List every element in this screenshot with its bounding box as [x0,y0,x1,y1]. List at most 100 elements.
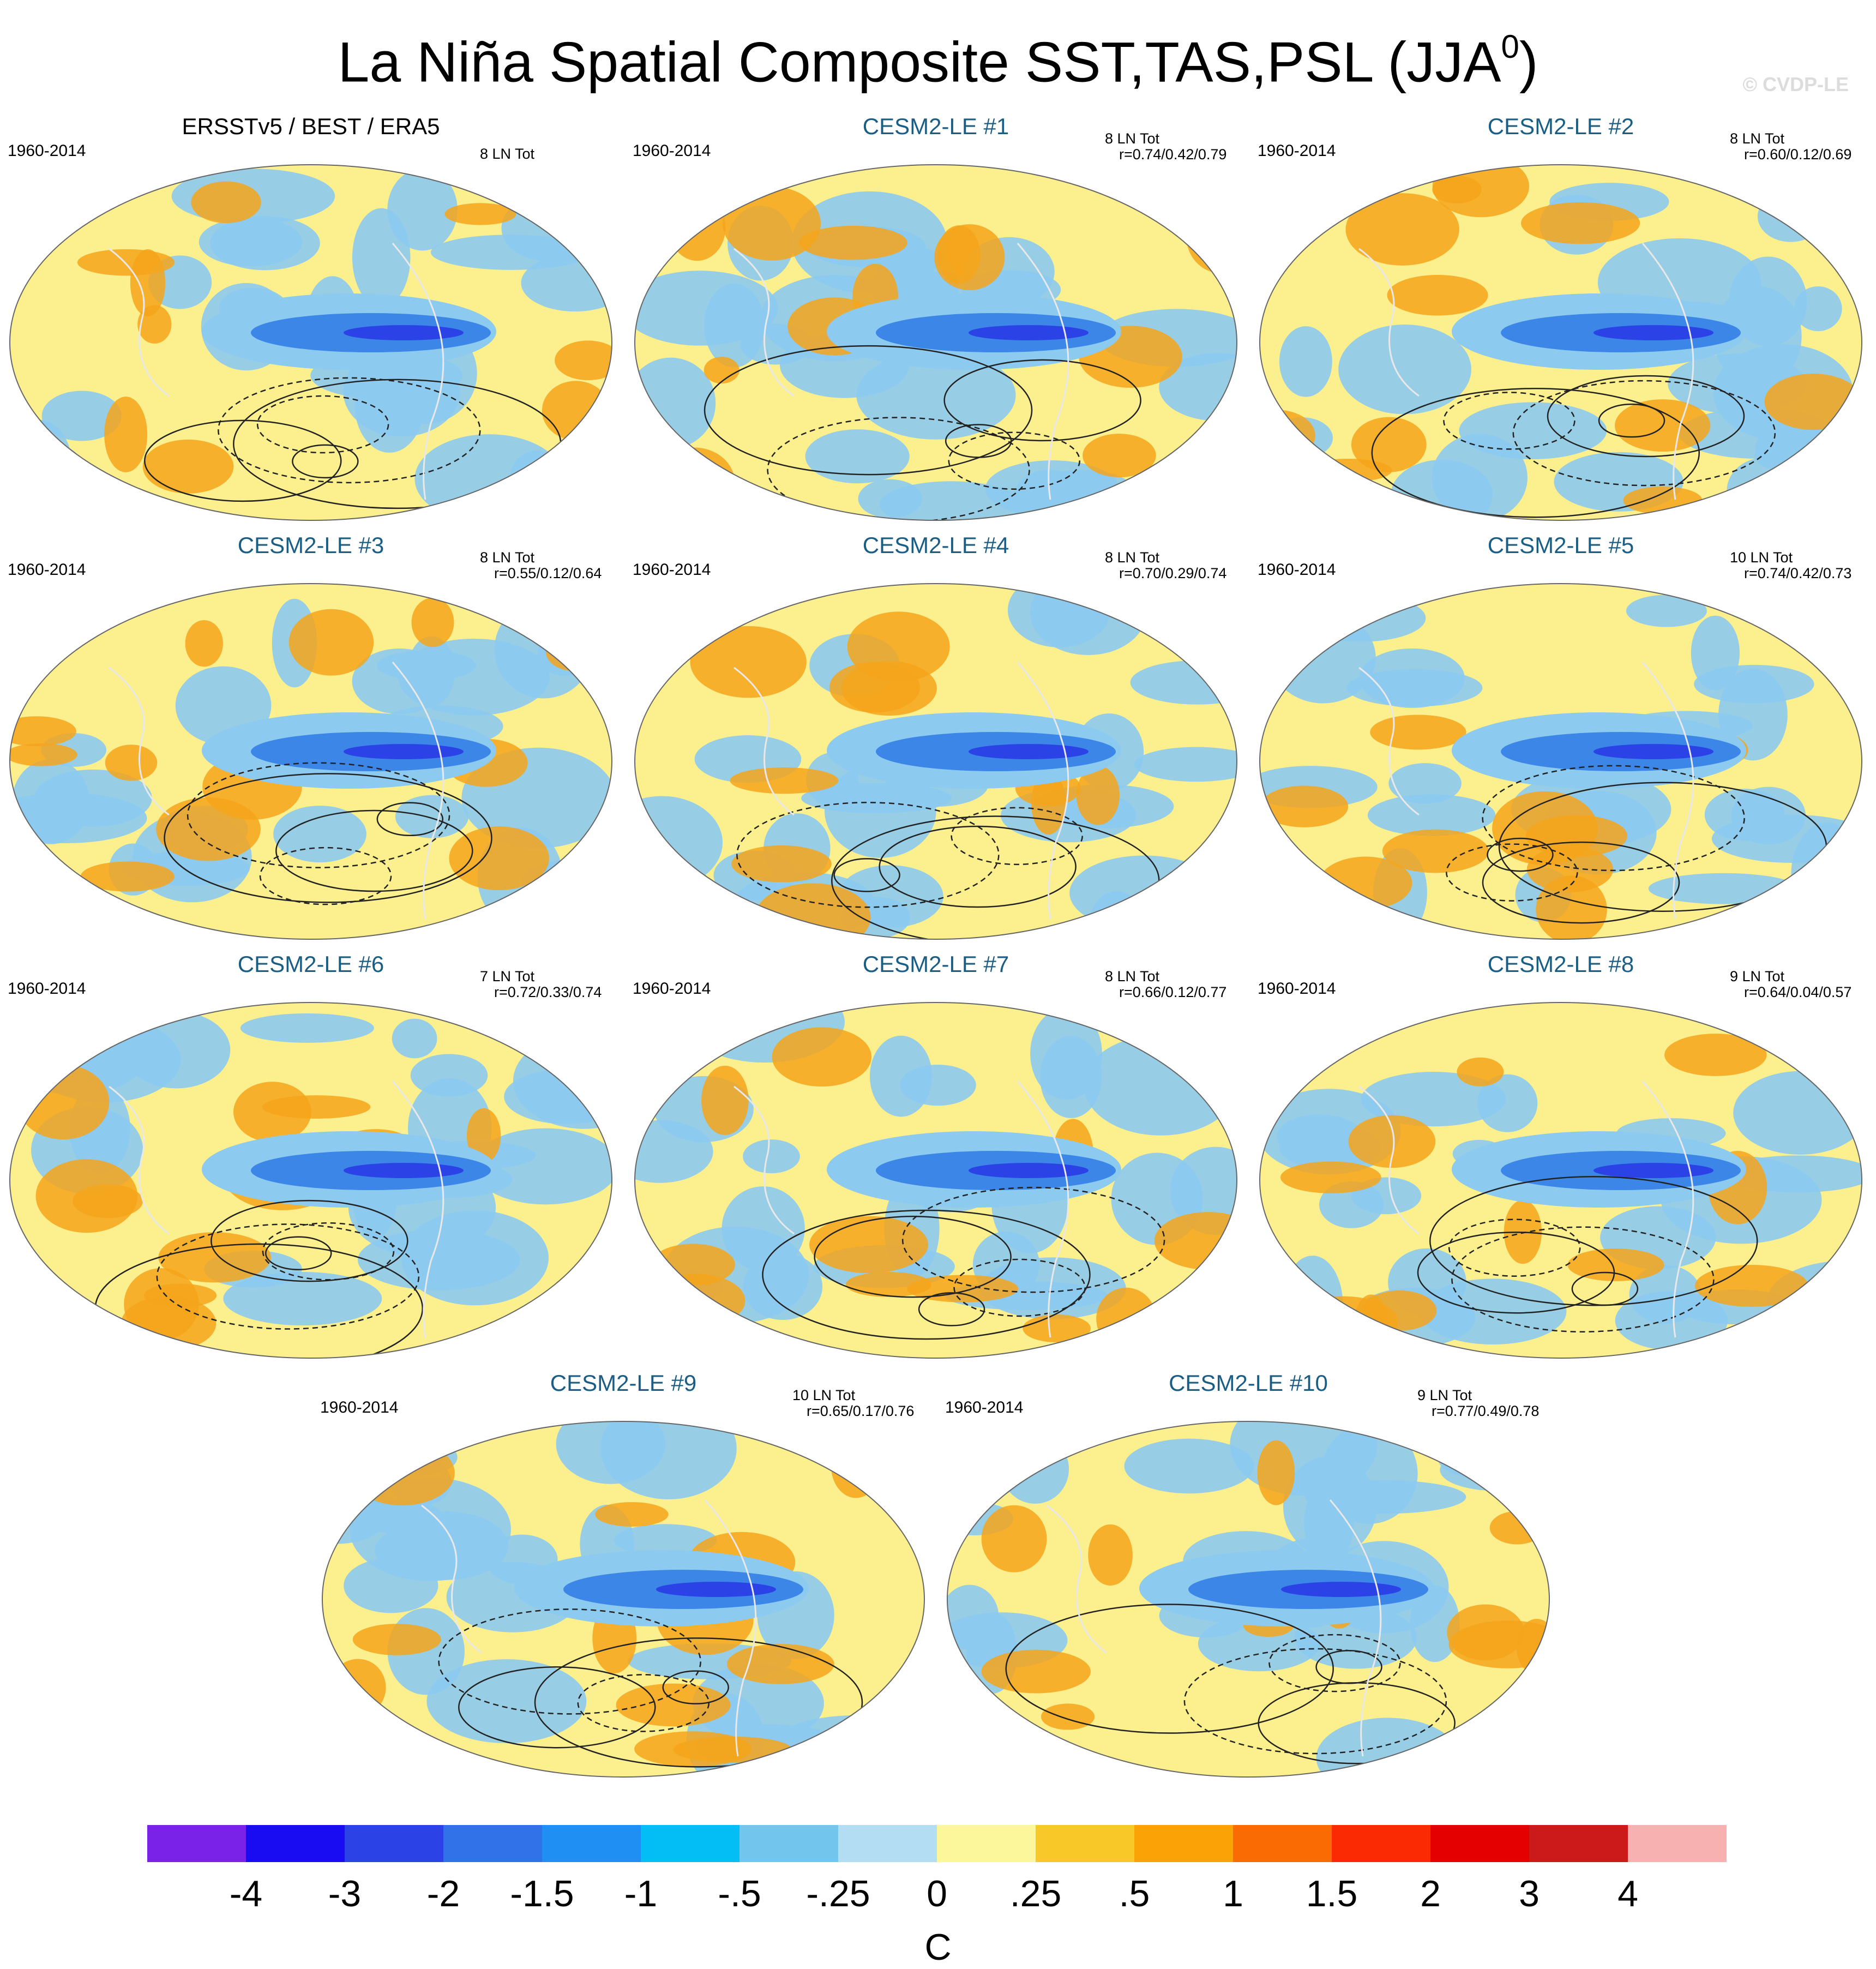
pattern-correlation: r=0.74/0.42/0.79 [1119,146,1227,163]
event-count: 10 LN Tot [1730,549,1793,566]
figure-title-superscript: 0 [1501,28,1519,65]
colorbar-tick-label: -4 [229,1873,263,1914]
panel-title: CESM2-LE #8 [1487,951,1634,977]
panel-stats: 8 LN Tot r=0.66/0.12/0.77 [1105,969,1226,1000]
event-count: 8 LN Tot [1730,130,1785,147]
colorbar-tick-label: -2 [426,1873,460,1914]
watermark: © CVDP-LE [1742,73,1849,95]
panel-title: CESM2-LE #2 [1487,113,1634,139]
panel-period: 1960-2014 [1258,980,1336,998]
event-count: 9 LN Tot [1730,968,1785,984]
colorbar-tick-label: -1 [624,1873,658,1914]
colorbar-segment [443,1825,542,1862]
colorbar-segment [1134,1825,1233,1862]
panel-title: CESM2-LE #5 [1487,532,1634,558]
colorbar-segment [246,1825,345,1862]
event-count: 8 LN Tot [1105,968,1160,984]
panel-title: CESM2-LE #7 [862,951,1009,977]
panel-period: 1960-2014 [945,1398,1024,1416]
panel-stats: 7 LN Tot r=0.72/0.33/0.74 [480,969,602,1000]
pattern-correlation: r=0.77/0.49/0.78 [1432,1403,1540,1419]
map-panel: CESM2-LE #2 1960-2014 8 LN Tot r=0.60/0.12/… [1250,112,1872,527]
globe-map [9,164,612,521]
colorbar-tick-label: 1 [1223,1873,1243,1914]
globe-map [634,164,1237,521]
globe-map [1259,583,1862,940]
colorbar-segment [1430,1825,1529,1862]
colorbar-segment [838,1825,937,1862]
map-panel: ERSSTv5 / BEST / ERA5 1960-2014 8 LN Tot [0,112,622,527]
colorbar-segment [641,1825,739,1862]
colorbar-segment [147,1825,246,1862]
colorbar-tick-label: .25 [1009,1873,1062,1914]
pattern-correlation: r=0.65/0.17/0.76 [807,1403,915,1419]
panel-stats: 9 LN Tot r=0.64/0.04/0.57 [1730,969,1851,1000]
map-panel: CESM2-LE #4 1960-2014 8 LN Tot r=0.70/0.29/… [625,531,1247,946]
pattern-correlation: r=0.70/0.29/0.74 [1119,565,1227,581]
panel-stats: 8 LN Tot r=0.70/0.29/0.74 [1105,550,1226,581]
colorbar-segment [937,1825,1036,1862]
panel-period: 1960-2014 [8,142,86,160]
panel-period: 1960-2014 [1258,561,1336,579]
panel-period: 1960-2014 [320,1398,399,1416]
panel-title: CESM2-LE #1 [862,113,1009,139]
pattern-correlation: r=0.64/0.04/0.57 [1744,984,1852,1000]
map-panel: CESM2-LE #5 1960-2014 10 LN Tot r=0.74/0.42… [1250,531,1872,946]
colorbar-tick-label: 2 [1420,1873,1441,1914]
event-count: 7 LN Tot [480,968,535,984]
panel-title: CESM2-LE #4 [862,532,1009,558]
panel-stats: 9 LN Tot r=0.77/0.49/0.78 [1417,1388,1539,1419]
pattern-correlation: r=0.60/0.12/0.69 [1744,146,1852,163]
globe-map [634,1002,1237,1359]
colorbar-units: C [924,1926,952,1968]
colorbar-tick-label: 1.5 [1306,1873,1358,1914]
panel-title: CESM2-LE #10 [1169,1370,1328,1396]
colorbar-segment [1036,1825,1134,1862]
panel-title: CESM2-LE #6 [237,951,384,977]
map-panel: CESM2-LE #1 1960-2014 8 LN Tot r=0.74/0.42/… [625,112,1247,527]
panel-period: 1960-2014 [8,980,86,998]
colorbar-tick-label: 3 [1519,1873,1540,1914]
globe-map [634,583,1237,940]
map-panel: CESM2-LE #10 1960-2014 9 LN Tot r=0.77/0.49… [937,1369,1559,1784]
colorbar-segment [1628,1825,1727,1862]
globe-map [9,583,612,940]
panel-period: 1960-2014 [633,561,711,579]
panel-stats: 8 LN Tot r=0.74/0.42/0.79 [1105,131,1226,163]
event-count: 8 LN Tot [480,549,535,566]
event-count: 8 LN Tot [480,146,535,162]
colorbar-tick-label: .5 [1119,1873,1150,1914]
colorbar-tick-label: 0 [927,1873,947,1914]
colorbar-tick-label: -.5 [718,1873,761,1914]
panel-stats: 8 LN Tot [480,131,534,162]
panel-stats: 8 LN Tot r=0.55/0.12/0.64 [480,550,602,581]
globe-map [1259,164,1862,521]
panel-period: 1960-2014 [8,561,86,579]
colorbar-tick-label: 4 [1618,1873,1638,1914]
globe-map [322,1421,925,1778]
pattern-correlation: r=0.66/0.12/0.77 [1119,984,1227,1000]
pattern-correlation: r=0.55/0.12/0.64 [494,565,602,581]
globe-map [1259,1002,1862,1359]
panel-stats: 8 LN Tot r=0.60/0.12/0.69 [1730,131,1851,163]
colorbar-segment [1529,1825,1628,1862]
panel-period: 1960-2014 [633,142,711,160]
figure-title: La Niña Spatial Composite SST,TAS,PSL (J… [338,28,1538,94]
colorbar-segment [739,1825,838,1862]
pattern-correlation: r=0.72/0.33/0.74 [494,984,602,1000]
colorbar-tick-label: -1.5 [510,1873,574,1914]
colorbar-tick-label: -.25 [806,1873,870,1914]
colorbar-segment [1233,1825,1332,1862]
event-count: 9 LN Tot [1417,1387,1472,1403]
map-panel: CESM2-LE #8 1960-2014 9 LN Tot r=0.64/0.04/… [1250,950,1872,1365]
panel-title: CESM2-LE #3 [237,532,384,558]
event-count: 8 LN Tot [1105,549,1160,566]
panel-stats: 10 LN Tot r=0.65/0.17/0.76 [792,1388,914,1419]
panel-period: 1960-2014 [1258,142,1336,160]
colorbar-segment [1332,1825,1430,1862]
colorbar-segment [542,1825,641,1862]
globe-map [947,1421,1550,1778]
pattern-correlation: r=0.74/0.42/0.73 [1744,565,1852,581]
panel-title: CESM2-LE #9 [550,1370,697,1396]
colorbar-segment [345,1825,443,1862]
